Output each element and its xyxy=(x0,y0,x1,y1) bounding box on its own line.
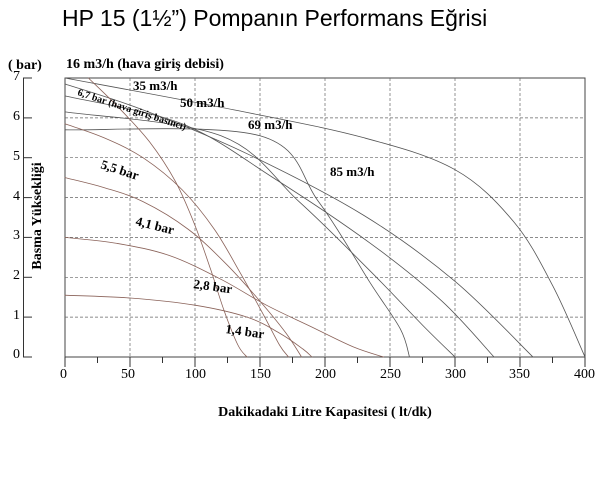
svg-text:69 m3/h: 69 m3/h xyxy=(248,117,293,132)
svg-text:50 m3/h: 50 m3/h xyxy=(180,95,225,110)
svg-text:2,8 bar: 2,8 bar xyxy=(193,276,234,296)
svg-text:6,7 bar (hava giriş basıncı): 6,7 bar (hava giriş basıncı) xyxy=(76,87,187,133)
svg-text:35 m3/h: 35 m3/h xyxy=(133,78,178,93)
svg-text:4,1 bar: 4,1 bar xyxy=(134,213,176,237)
svg-text:85 m3/h: 85 m3/h xyxy=(330,164,375,179)
svg-text:1,4 bar: 1,4 bar xyxy=(225,321,266,341)
svg-text:5,5 bar: 5,5 bar xyxy=(99,157,141,183)
